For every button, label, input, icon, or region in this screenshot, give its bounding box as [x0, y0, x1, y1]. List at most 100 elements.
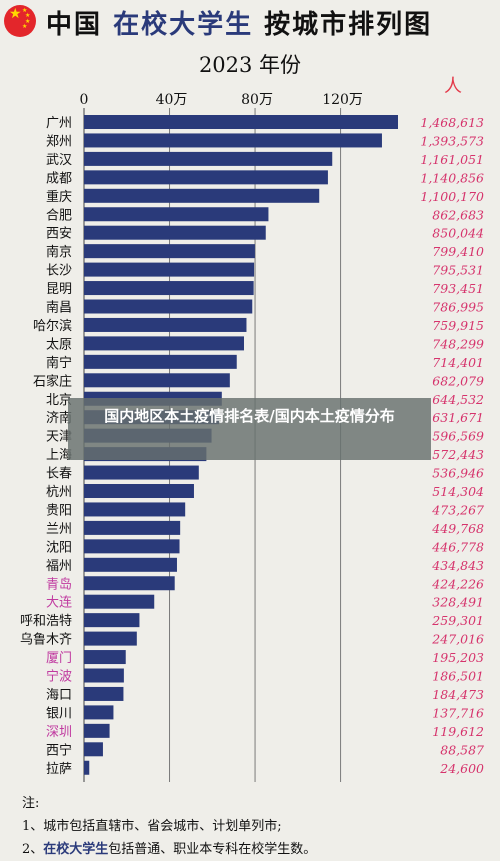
data-label: 759,915 [432, 318, 484, 333]
bar [84, 576, 175, 591]
notes-line2: 2、在校大学生包括普通、职业本专科在校学生数。 [22, 838, 316, 861]
category-label: 宁波 [46, 669, 72, 685]
bar [84, 502, 186, 517]
category-label: 呼和浩特 [20, 614, 72, 629]
data-label: 748,299 [432, 336, 484, 351]
category-label: 太原 [46, 337, 72, 352]
category-label: 乌鲁木齐 [20, 632, 72, 648]
bar [84, 539, 180, 554]
notes-line2-rest: 包括普通、职业本专科在校学生数。 [108, 842, 317, 857]
bar [84, 262, 255, 277]
data-label: 793,451 [432, 281, 484, 296]
category-label: 天津 [46, 430, 72, 445]
bar [84, 613, 140, 628]
category-label: 贵阳 [46, 503, 72, 518]
category-label: 北京 [46, 393, 72, 408]
bar [84, 668, 124, 683]
category-label: 重庆 [46, 189, 72, 205]
category-label: 拉萨 [46, 762, 72, 777]
data-label: 1,100,170 [420, 189, 484, 204]
category-label: 武汉 [46, 153, 72, 168]
category-label: 哈尔滨 [33, 318, 72, 334]
data-label: 424,226 [431, 576, 484, 591]
data-label: 137,716 [432, 705, 484, 720]
category-label: 西宁 [46, 742, 72, 758]
category-label: 福州 [46, 559, 72, 574]
bar [84, 760, 90, 775]
data-label: 184,473 [432, 687, 484, 702]
bar [84, 723, 110, 738]
category-label: 银川 [46, 706, 72, 721]
notes-line2-accent: 在校大学生 [43, 842, 109, 857]
category-label: 成都 [46, 171, 72, 186]
title-accent: 在校大学生 [113, 10, 254, 40]
category-label: 沈阳 [46, 540, 72, 555]
x-tick-label: 120万 [322, 92, 363, 108]
category-label: 大连 [46, 595, 72, 611]
bar [84, 170, 328, 185]
chart-year: 2023 年份 [198, 53, 302, 77]
data-label: 631,671 [432, 410, 484, 425]
data-label: 850,044 [432, 226, 484, 241]
data-label: 1,161,051 [420, 152, 484, 167]
bar [84, 299, 253, 314]
title-part2: 按城市排列图 [253, 10, 433, 40]
bar [84, 520, 181, 535]
data-label: 572,443 [432, 447, 484, 462]
bar [84, 465, 199, 480]
category-label: 南京 [46, 244, 72, 260]
category-label: 南宁 [46, 355, 72, 371]
bar [84, 631, 137, 646]
data-label: 434,843 [431, 558, 484, 573]
bar [84, 244, 255, 259]
category-label: 海口 [46, 688, 72, 703]
title-part1: 中国 [46, 10, 114, 40]
category-label: 南昌 [46, 300, 72, 316]
data-label: 795,531 [432, 263, 484, 278]
bar [84, 705, 114, 720]
notes-line1: 1、城市包括直辖市、省会城市、计划单列市; [22, 819, 282, 834]
data-label: 473,267 [431, 502, 484, 517]
category-label: 济南 [46, 410, 72, 426]
bar [84, 650, 126, 665]
category-label: 兰州 [46, 522, 72, 537]
data-label: 446,778 [431, 539, 484, 554]
x-tick-label: 40万 [156, 92, 188, 108]
data-label: 536,946 [432, 466, 484, 481]
data-label: 195,203 [432, 650, 484, 665]
data-label: 119,612 [432, 724, 484, 739]
category-label: 广州 [46, 116, 72, 131]
notes-line2-prefix: 2、 [22, 842, 44, 857]
bar [84, 354, 237, 369]
data-label: 328,491 [432, 595, 484, 610]
x-tick-label: 80万 [241, 92, 273, 108]
category-label: 长沙 [46, 264, 72, 279]
x-tick-label: 0 [80, 92, 89, 108]
bar [84, 742, 103, 757]
bar [84, 594, 155, 609]
category-label: 长春 [46, 467, 72, 482]
page-title: 中国 在校大学生 按城市排列图 [46, 4, 432, 41]
data-label: 1,393,573 [420, 133, 484, 148]
data-label: 24,600 [439, 761, 484, 776]
category-label: 深圳 [46, 725, 72, 740]
data-label: 1,140,856 [420, 170, 484, 185]
data-label: 514,304 [432, 484, 484, 499]
bar [84, 188, 320, 203]
data-label: 799,410 [432, 244, 484, 259]
bar [84, 281, 254, 296]
notes-heading: 注: [22, 796, 40, 811]
category-label: 昆明 [46, 282, 72, 297]
bar [84, 336, 244, 351]
data-label: 247,016 [431, 632, 484, 647]
data-label: 186,501 [432, 669, 484, 684]
category-label: 杭州 [46, 485, 72, 500]
overlay-banner: 国内地区本土疫情排名表/国内本土疫情分布 [68, 398, 431, 460]
data-label: 259,301 [431, 613, 484, 628]
data-label: 596,569 [432, 429, 484, 444]
category-label: 上海 [46, 448, 72, 463]
bar [84, 133, 382, 148]
bar [84, 225, 266, 240]
data-label: 682,079 [432, 373, 484, 388]
category-label: 石家庄 [33, 373, 72, 389]
